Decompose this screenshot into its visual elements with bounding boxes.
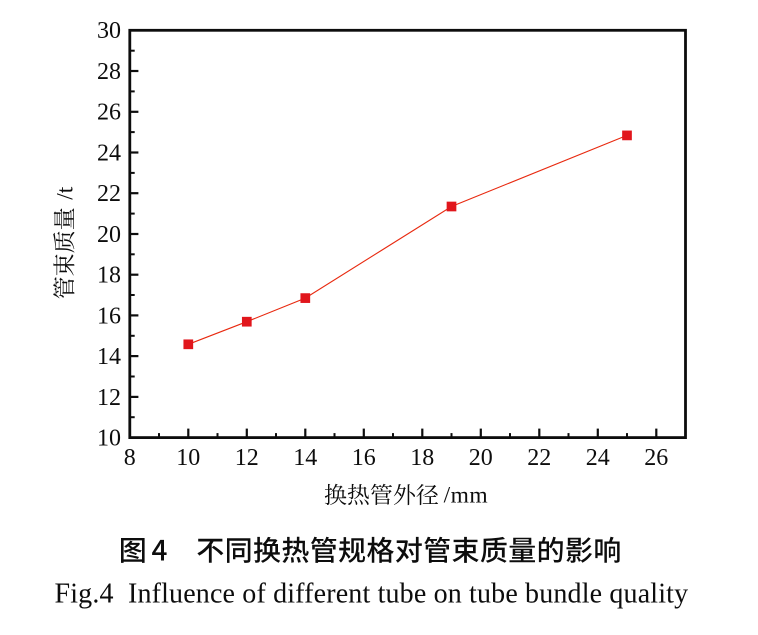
svg-text:10: 10 [97,426,121,452]
svg-text:24: 24 [586,445,610,471]
svg-text:/mm: /mm [444,483,489,509]
svg-text:Fig.4 Influence of different: Fig.4 Influence of different tube on tub… [55,579,689,610]
svg-text:12: 12 [235,445,259,471]
svg-text:18: 18 [410,445,434,471]
svg-text:22: 22 [527,445,551,471]
svg-text:24: 24 [97,140,121,166]
svg-text:8: 8 [124,445,136,471]
svg-text:28: 28 [97,59,121,85]
svg-text:20: 20 [97,222,121,248]
svg-text:14: 14 [293,445,317,471]
svg-text:26: 26 [644,445,668,471]
svg-text:30: 30 [97,18,121,44]
svg-text:16: 16 [352,445,376,471]
svg-text:22: 22 [97,181,121,207]
svg-text:20: 20 [469,445,493,471]
svg-text:18: 18 [97,263,121,289]
svg-text:12: 12 [97,385,121,411]
svg-text:/t: /t [53,186,79,200]
svg-text:10: 10 [176,445,200,471]
svg-text:16: 16 [97,303,121,329]
svg-text:14: 14 [97,344,121,370]
svg-text:26: 26 [97,100,121,126]
